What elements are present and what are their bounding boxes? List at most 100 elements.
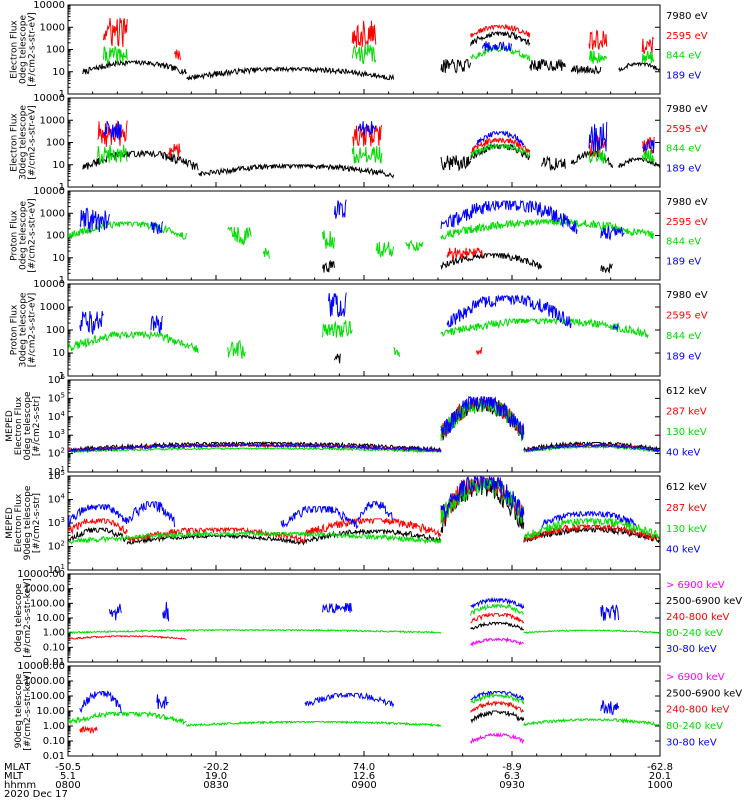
series-group xyxy=(82,120,660,179)
series-line-segment xyxy=(600,700,620,715)
y-tick-exponent: 3 xyxy=(61,428,65,436)
series-line-segment xyxy=(588,121,608,153)
series-line-segment xyxy=(103,120,122,140)
series-line-segment xyxy=(470,637,524,647)
y-tick-exponent: 5 xyxy=(61,391,65,399)
x-row-label-mlat: MLAT xyxy=(4,762,31,773)
series-line-segment xyxy=(79,690,122,714)
legend-entry: 844 eV xyxy=(666,144,701,155)
legend-entry: 189 eV xyxy=(666,163,701,174)
x-row-label-mlt: MLT xyxy=(4,771,24,782)
y-axis-label-line: MEPED xyxy=(5,410,15,442)
y-tick-label: 1000.00 xyxy=(24,676,65,687)
y-tick-exponent: 4 xyxy=(61,410,66,418)
series-30-80-kev xyxy=(79,690,620,715)
y-tick-label: 100 xyxy=(46,231,65,242)
y-tick-label: 102 xyxy=(48,447,65,460)
series-group xyxy=(68,476,660,546)
series-line-segment xyxy=(405,239,424,252)
x-tick-mlt: 20.1 xyxy=(649,771,671,782)
y-tick-label: 102 xyxy=(48,540,65,553)
series-2595-ev xyxy=(476,346,483,356)
legend-entry: 2500-6900 keV xyxy=(666,688,742,699)
x-tick-hhmm: 0800 xyxy=(55,780,80,791)
y-tick-label: 100.00 xyxy=(30,691,65,702)
series-line-segment xyxy=(68,628,442,635)
series-line-segment xyxy=(440,155,472,172)
series-line-segment xyxy=(68,526,128,543)
y-tick-label: 0.01 xyxy=(43,751,65,762)
series-line-segment xyxy=(168,143,181,158)
series-189-ev xyxy=(79,292,619,335)
y-tick-label: 1.00 xyxy=(43,721,65,732)
x-tick-mlat: -8.9 xyxy=(502,762,522,773)
y-axis-label-line: [#/cm2-s-str-eV] xyxy=(28,198,38,273)
series-line-segment xyxy=(641,139,655,153)
series-line-segment xyxy=(174,49,181,61)
legend-entry: 189 eV xyxy=(666,351,701,362)
series-line-segment xyxy=(103,45,128,65)
y-axis-label-line: Electron Flux xyxy=(14,493,24,552)
legend-entry: 40 keV xyxy=(666,447,700,458)
series-line-segment xyxy=(68,710,187,726)
panel-frame xyxy=(67,573,661,663)
legend-entry: 7980 eV xyxy=(666,197,708,208)
y-tick-label: 1 xyxy=(59,182,65,193)
series-line-segment xyxy=(470,143,531,158)
series-line-segment xyxy=(523,517,660,541)
series-line-segment xyxy=(641,148,655,164)
series-line-segment xyxy=(470,611,525,624)
series-30-80-kev xyxy=(108,597,620,622)
y-tick-label: 10000.00 xyxy=(17,569,65,580)
series-line-segment xyxy=(156,694,169,710)
date-label: 2020 Dec 17 xyxy=(4,789,68,800)
panel-frame xyxy=(67,190,661,281)
series-line-segment xyxy=(227,339,246,359)
series-2595-ev xyxy=(446,247,483,260)
series-2500-6900-kev xyxy=(470,710,525,724)
y-tick-label: 10.00 xyxy=(36,613,65,624)
series-line-segment xyxy=(523,523,660,542)
series-line-segment xyxy=(68,635,187,640)
panel-3: 1 10 100 1000 10000 Proton Flux 0deg telescope… xyxy=(10,186,708,286)
series-line-segment xyxy=(82,59,187,76)
series-line-segment xyxy=(375,241,395,259)
series-line-segment xyxy=(68,503,128,526)
series-line-segment xyxy=(150,221,164,235)
panel-8: 0.01 0.10 1.00 10.00 100.00 1000.00 10000.0090… xyxy=(14,661,742,762)
y-tick-exponent: 4 xyxy=(61,493,66,501)
y-axis-label-line: 30deg telescope xyxy=(19,105,29,180)
y-axis-label-line: [#/cm2-s-str-eV] xyxy=(28,293,38,368)
series-line-segment xyxy=(304,528,442,545)
y-tick-label: 105 xyxy=(48,469,65,482)
series-line-segment xyxy=(600,225,625,241)
legend-entry: 240-800 keV xyxy=(666,705,730,716)
series-line-segment xyxy=(523,629,660,635)
x-tick-mlt: 19.0 xyxy=(205,771,227,782)
y-axis-label-line: 90deg telescope xyxy=(23,485,33,560)
series-line-segment xyxy=(68,447,442,454)
y-tick-label: 1.00 xyxy=(43,628,65,639)
x-tick-mlat: -62.8 xyxy=(647,762,673,773)
y-tick-label: 10 xyxy=(52,348,65,359)
y-tick-label: 104 xyxy=(48,410,66,423)
y-tick-exponent: 6 xyxy=(61,373,66,381)
y-tick-label: 104 xyxy=(48,493,66,506)
x-tick-hhmm: 1000 xyxy=(647,780,672,791)
series-line-segment xyxy=(280,505,359,530)
x-tick-mlt: 6.3 xyxy=(504,771,520,782)
series-line-segment xyxy=(570,64,602,75)
series-line-segment xyxy=(470,30,531,47)
series-189-ev xyxy=(481,41,513,52)
series-7980-ev xyxy=(322,252,614,274)
series-line-segment xyxy=(68,530,442,545)
y-tick-label: 10000 xyxy=(33,0,65,11)
y-axis-label-line: [#/cm2-s-str-eV] xyxy=(28,12,38,87)
series-line-segment xyxy=(440,476,525,520)
series-line-segment xyxy=(641,36,655,54)
y-tick-exponent: 5 xyxy=(61,469,65,477)
series-line-segment xyxy=(126,533,306,546)
